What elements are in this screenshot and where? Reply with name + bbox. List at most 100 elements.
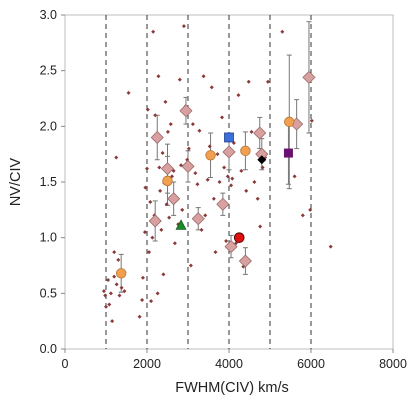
small-data-point bbox=[199, 227, 204, 232]
small-data-point bbox=[224, 239, 229, 244]
small-data-point bbox=[148, 200, 153, 205]
small-data-point bbox=[140, 275, 145, 280]
small-data-point bbox=[255, 196, 260, 201]
binned-median-diamond bbox=[160, 162, 175, 176]
small-data-point bbox=[161, 272, 166, 277]
x-tick-label: 4000 bbox=[215, 357, 243, 371]
y-tick-label: 1.5 bbox=[40, 175, 57, 189]
orange-median-circle bbox=[205, 150, 216, 161]
binned-median-diamond bbox=[253, 126, 267, 140]
small-data-point bbox=[220, 115, 225, 120]
small-data-point bbox=[328, 244, 333, 249]
orange-median-circle bbox=[284, 116, 295, 128]
x-axis-title: FWHM(CIV) km/s bbox=[175, 380, 289, 396]
y-axis-ticks: 0.0 0.5 1.0 1.5 2.0 2.5 3.0 bbox=[40, 8, 65, 356]
small-data-point bbox=[177, 77, 182, 82]
small-data-point bbox=[265, 79, 270, 84]
orange-median-circle bbox=[115, 268, 127, 279]
small-data-point bbox=[107, 302, 112, 307]
small-data-point bbox=[222, 165, 227, 170]
small-data-point bbox=[142, 230, 147, 235]
small-data-point bbox=[114, 282, 119, 287]
green-triangle-marker bbox=[175, 219, 187, 230]
small-data-point bbox=[188, 263, 193, 268]
small-data-point bbox=[197, 128, 202, 133]
blue-square-marker bbox=[224, 132, 234, 143]
small-data-point bbox=[145, 107, 150, 112]
y-tick-label: 0.0 bbox=[40, 342, 57, 356]
y-tick-label: 2.0 bbox=[40, 119, 57, 133]
y-tick-label: 3.0 bbox=[40, 8, 57, 22]
red-circle-marker bbox=[233, 232, 245, 243]
black-diamond-marker bbox=[257, 155, 267, 165]
small-data-point bbox=[147, 250, 152, 255]
small-data-point bbox=[195, 182, 200, 187]
small-data-point bbox=[252, 180, 257, 184]
small-data-point bbox=[292, 174, 297, 179]
small-data-point bbox=[140, 298, 145, 303]
small-data-point bbox=[108, 291, 113, 296]
binned-median-diamond bbox=[302, 70, 316, 84]
small-data-point bbox=[101, 289, 106, 294]
small-data-point bbox=[230, 176, 235, 181]
x-tick-label: 2000 bbox=[133, 357, 161, 371]
y-tick-label: 1.0 bbox=[40, 231, 57, 245]
small-data-point bbox=[156, 74, 161, 79]
small-data-point bbox=[103, 293, 108, 298]
small-data-point bbox=[164, 202, 169, 207]
binned-median-diamond bbox=[167, 192, 181, 206]
small-data-point bbox=[106, 277, 111, 282]
small-data-point bbox=[225, 174, 230, 179]
small-data-point bbox=[203, 213, 208, 218]
small-data-point bbox=[112, 274, 117, 279]
binned-median-diamond bbox=[222, 145, 236, 159]
small-data-point bbox=[180, 207, 185, 212]
small-data-point bbox=[122, 289, 127, 294]
bin-boundary-lines bbox=[105, 15, 312, 349]
small-data-point bbox=[201, 74, 206, 79]
x-tick-label: 8000 bbox=[379, 357, 407, 371]
y-tick-label: 0.5 bbox=[40, 286, 57, 300]
small-data-point bbox=[167, 215, 172, 220]
small-data-point bbox=[163, 99, 168, 104]
small-data-point bbox=[137, 314, 142, 319]
small-data-point bbox=[193, 171, 198, 176]
small-data-point bbox=[205, 177, 210, 182]
small-data-point bbox=[172, 241, 177, 246]
small-data-point bbox=[117, 293, 122, 298]
small-data-point bbox=[155, 291, 160, 296]
small-data-point bbox=[236, 93, 241, 98]
data-markers bbox=[101, 24, 333, 324]
small-data-point bbox=[260, 165, 265, 170]
binned-median-diamond bbox=[191, 212, 205, 226]
small-data-point bbox=[153, 113, 158, 118]
binned-median-diamond bbox=[238, 254, 252, 268]
small-data-point bbox=[186, 146, 191, 151]
small-data-point bbox=[244, 188, 249, 193]
small-data-point bbox=[119, 285, 124, 290]
small-data-point bbox=[158, 188, 163, 193]
x-tick-label: 6000 bbox=[297, 357, 325, 371]
small-data-point bbox=[190, 122, 195, 127]
small-data-point bbox=[104, 304, 108, 309]
binned-median-diamond bbox=[181, 159, 195, 173]
small-data-point bbox=[215, 152, 220, 157]
binned-median-diamond bbox=[224, 240, 238, 254]
small-data-point bbox=[114, 155, 119, 160]
y-tick-label: 2.5 bbox=[40, 64, 57, 78]
small-data-point bbox=[246, 79, 251, 84]
small-data-point bbox=[157, 165, 162, 170]
small-data-point bbox=[300, 213, 305, 218]
orange-median-circle bbox=[162, 175, 173, 187]
binned-median-diamond bbox=[216, 197, 230, 211]
small-data-point bbox=[149, 299, 154, 304]
purple-square-marker bbox=[283, 148, 293, 158]
small-data-point bbox=[165, 129, 170, 134]
small-data-point bbox=[160, 151, 165, 156]
small-data-point bbox=[150, 235, 155, 240]
small-data-point bbox=[213, 250, 218, 255]
small-data-point bbox=[209, 85, 214, 90]
orange-median-circle bbox=[240, 145, 251, 157]
small-data-point bbox=[181, 24, 186, 29]
x-tick-label: 0 bbox=[62, 357, 69, 371]
